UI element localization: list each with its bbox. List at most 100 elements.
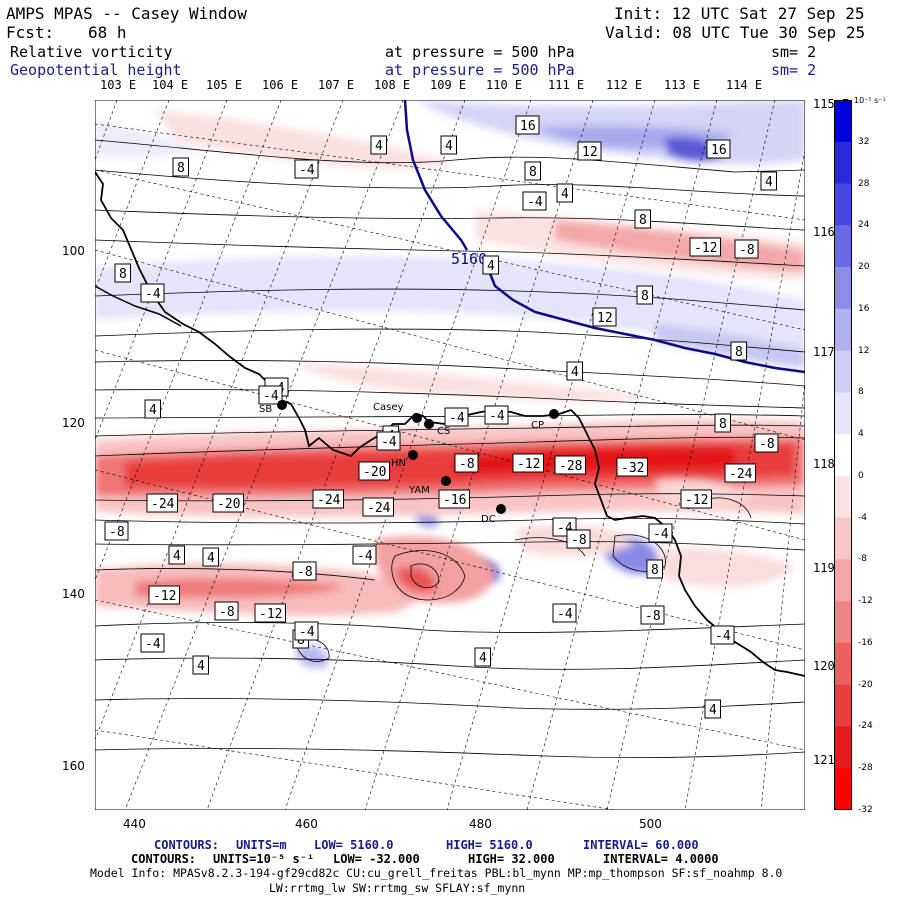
contour-label: 8 [730,341,747,361]
contour-label: 4 [144,399,161,419]
contour-label: -12 [254,603,286,623]
contour-label-text: 4 [487,259,495,274]
colorbar-label: -8 [858,554,867,565]
colorbar-segment [834,434,852,477]
contour-label-text: 4 [479,651,487,666]
contour-label: -4 [140,633,165,653]
x-tick-label: 440 [123,817,146,831]
contour-label-text: -16 [443,493,466,508]
contour-label: 8 [714,413,731,433]
station-label: HN [391,458,406,469]
contour-label-text: 4 [571,365,579,380]
contour-label: 4 [440,135,457,155]
contour-label-text: -8 [459,457,475,472]
contour-label: 8 [524,161,541,181]
footer2-high: HIGH= 32.000 [468,852,555,866]
contour-label: -4 [352,545,377,565]
contour-label: 4 [168,545,185,565]
footer2-interval: INTERVAL= 4.0000 [603,852,719,866]
contour-label-text: -8 [297,565,313,580]
contour-label-text: -8 [219,605,235,620]
y-tick-label: 160 [62,759,85,773]
contour-label-text: -4 [263,389,279,404]
contour-label: -28 [554,455,586,475]
contour-label: -12 [148,585,180,605]
contour-label: -4 [484,405,509,425]
forecast-hour: 68 h [88,23,127,42]
contour-label: -24 [362,497,394,517]
colorbar-segment [834,517,852,560]
contour-label-text: -4 [715,629,731,644]
contour-label-text: 4 [149,403,157,418]
contour-label: 8 [114,263,131,283]
contour-label: 12 [577,141,602,161]
colorbar-segment [834,559,852,602]
contour-label: -8 [734,239,759,259]
contour-label-text: 4 [561,187,569,202]
contour-label-text: 4 [765,175,773,190]
contour-label: -24 [146,493,178,513]
top-lon-label: 113 E [664,78,701,92]
colorbar-unit: 10⁻⁵ s⁻¹ [854,96,886,105]
contour-label: -4 [522,191,547,211]
colorbar-segment [834,183,852,226]
contour-label-text: -4 [145,637,161,652]
contour-label-text: -20 [363,465,386,480]
contour-label-text: 8 [529,165,537,180]
contour-label-text: -20 [217,497,240,512]
x-tick-label: 460 [295,817,318,831]
contour-label: 4 [760,171,777,191]
contour-label-text: 8 [119,267,127,282]
field1-level: at pressure = 500 hPa [385,43,575,61]
contour-label: -8 [104,521,129,541]
colorbar-segment [834,475,852,519]
y-tick-label: 120 [62,416,85,430]
model-info: Model Info: MPASv8.2.3-194-gf29cd82c CU:… [90,866,783,880]
station-dot [277,400,287,410]
height-contour-label: 5160 [451,250,487,268]
field2-smoothing: sm= 2 [771,61,817,79]
contour-label: 8 [634,209,651,229]
station-dot [441,476,451,486]
colorbar-segment [834,601,852,644]
model-info-2: LW:rrtmg_lw SW:rrtmg_sw SFLAY:sf_mynn [269,881,526,895]
contour-label-text: 8 [735,345,743,360]
top-lon-label: 108 E [374,78,411,92]
contour-label-text: -4 [557,607,573,622]
contour-label-text: -12 [259,607,282,622]
y-tick-label: 140 [62,587,85,601]
contour-label-text: 4 [375,139,383,154]
contour-label: -4 [376,431,401,451]
field1-name: Relative vorticity [10,43,173,61]
contour-label-text: 8 [177,161,185,176]
contour-label-text: -8 [109,525,125,540]
colorbar-segment [834,267,852,310]
contour-label: 4 [556,183,573,203]
footer2-units: UNITS=10⁻⁵ s⁻¹ [213,852,315,866]
contour-label: -8 [214,601,239,621]
contour-label: -12 [680,489,712,509]
contour-label-text: -4 [299,163,315,178]
contour-label: 4 [704,699,721,719]
x-tick-label: 480 [469,817,492,831]
contour-label: -12 [689,237,721,257]
colorbar-segment [834,768,852,810]
coastline-west [95,285,182,327]
colorbar-label: 8 [858,387,864,398]
contour-label: 4 [202,547,219,567]
contour-label: 16 [706,139,731,159]
contour-label: -32 [616,457,648,477]
contour-label-text: -12 [517,457,540,472]
station-label: CP [531,420,544,431]
geopotential-height-contour [403,100,805,374]
contour-label: 4 [566,361,583,381]
contour-label-text: -8 [759,437,775,452]
footer2-low: LOW= -32.000 [333,852,420,866]
colorbar-label: 16 [858,303,870,314]
contour-label: -4 [444,407,469,427]
station-label: SB [259,404,272,415]
station-label: Casey [373,402,403,413]
contour-label: 4 [370,135,387,155]
contour-label-text: 8 [641,289,649,304]
contour-label: 4 [192,655,209,675]
